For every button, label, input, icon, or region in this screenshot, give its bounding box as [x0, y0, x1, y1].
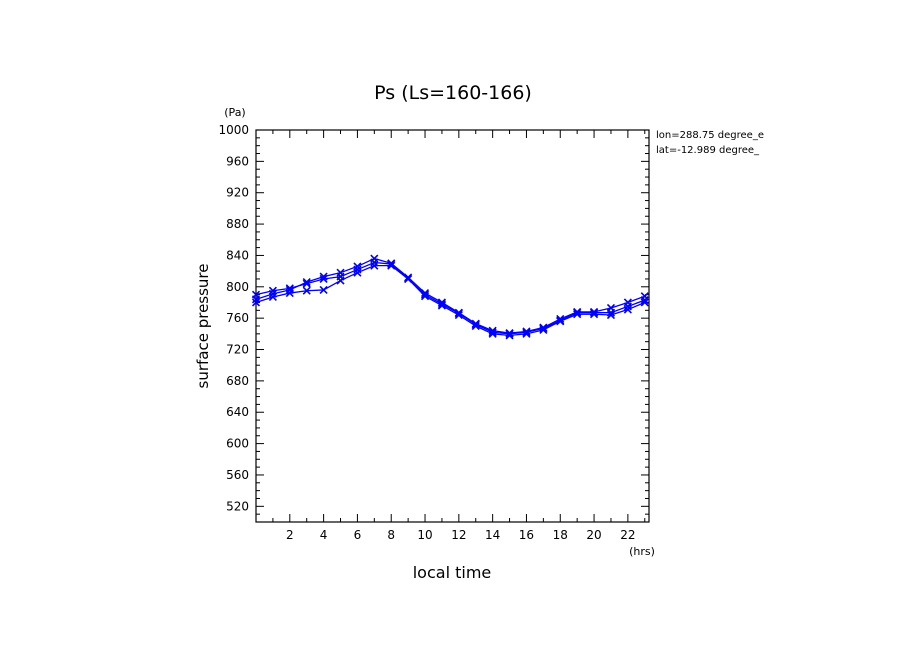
data-point: [623, 305, 632, 314]
plot-area: 520 560 600 640 680 720 760 800 840 880 920 960 1000…: [218, 123, 650, 542]
data-point: [302, 286, 311, 295]
data-point: [353, 268, 362, 277]
data-point: [471, 319, 480, 328]
y-tick-label: 840: [226, 248, 249, 262]
y-tick-label: 680: [226, 374, 249, 388]
annotation-lat: lat=-12.989 degree_: [656, 145, 760, 156]
data-point: [589, 310, 599, 319]
series-line: [255, 264, 646, 337]
x-tick-label: 18: [553, 528, 568, 542]
y-tick-label: 880: [226, 217, 249, 231]
data-point: [404, 274, 413, 284]
y-tick-label: 520: [226, 499, 249, 513]
data-point: [387, 261, 396, 270]
data-point: [336, 276, 345, 285]
x-tick-label: 4: [320, 528, 328, 542]
data-point: [522, 329, 531, 338]
y-axis-label: surface pressure: [194, 264, 212, 389]
data-point: [488, 329, 497, 338]
data-point: [336, 268, 345, 277]
data-point: [302, 278, 311, 287]
x-tick-label: 8: [387, 528, 395, 542]
data-point: [285, 289, 294, 298]
data-point: [404, 273, 413, 282]
data-point: [353, 262, 362, 271]
y-tick-label: 920: [226, 186, 249, 200]
y-tick-label: 960: [226, 154, 249, 168]
y-tick-label: 560: [226, 468, 249, 482]
chart-title: Ps (Ls=160-166): [374, 82, 532, 104]
x-unit-label: (hrs): [629, 545, 655, 558]
data-point: [640, 298, 649, 307]
data-point: [573, 310, 582, 319]
x-tick-label: 10: [417, 528, 432, 542]
data-point: [623, 298, 632, 307]
data-point: [420, 292, 430, 301]
data-point: [370, 261, 379, 270]
data-point: [640, 292, 649, 301]
y-tick-label: 600: [226, 437, 249, 451]
data-point: [251, 298, 261, 307]
annotation-lon: lon=288.75 degree_e: [656, 130, 764, 141]
data-point: [420, 289, 430, 298]
series-line: [255, 261, 646, 335]
x-tick-label: 14: [485, 528, 500, 542]
plot-frame: [255, 129, 650, 523]
data-point: [319, 272, 328, 281]
y-unit-label: (Pa): [224, 106, 245, 119]
y-tick-label: 720: [226, 343, 249, 357]
y-tick-label: 760: [226, 311, 249, 325]
x-tick-label: 12: [451, 528, 466, 542]
data-point: [454, 308, 463, 317]
y-tick-label: 1000: [218, 123, 249, 137]
x-tick-label: 16: [519, 528, 534, 542]
data-point: [471, 321, 480, 331]
x-tick-label: 20: [586, 528, 601, 542]
x-axis-label: local time: [413, 563, 492, 582]
x-tick-label: 6: [354, 528, 362, 542]
data-point: [319, 285, 328, 295]
x-tick-label: 2: [286, 528, 294, 542]
x-tick-label: 22: [620, 528, 635, 542]
y-tick-label: 640: [226, 405, 249, 419]
data-point: [437, 301, 447, 310]
data-point: [556, 314, 565, 324]
data-point: [505, 331, 514, 340]
data-point: [268, 292, 277, 302]
y-tick-label: 800: [226, 280, 249, 294]
data-point: [556, 317, 565, 326]
data-point: [454, 310, 463, 320]
data-point: [606, 310, 616, 320]
data-point: [370, 254, 379, 263]
series-line: [255, 257, 646, 334]
data-point: [606, 303, 616, 313]
data-point: [539, 325, 548, 334]
